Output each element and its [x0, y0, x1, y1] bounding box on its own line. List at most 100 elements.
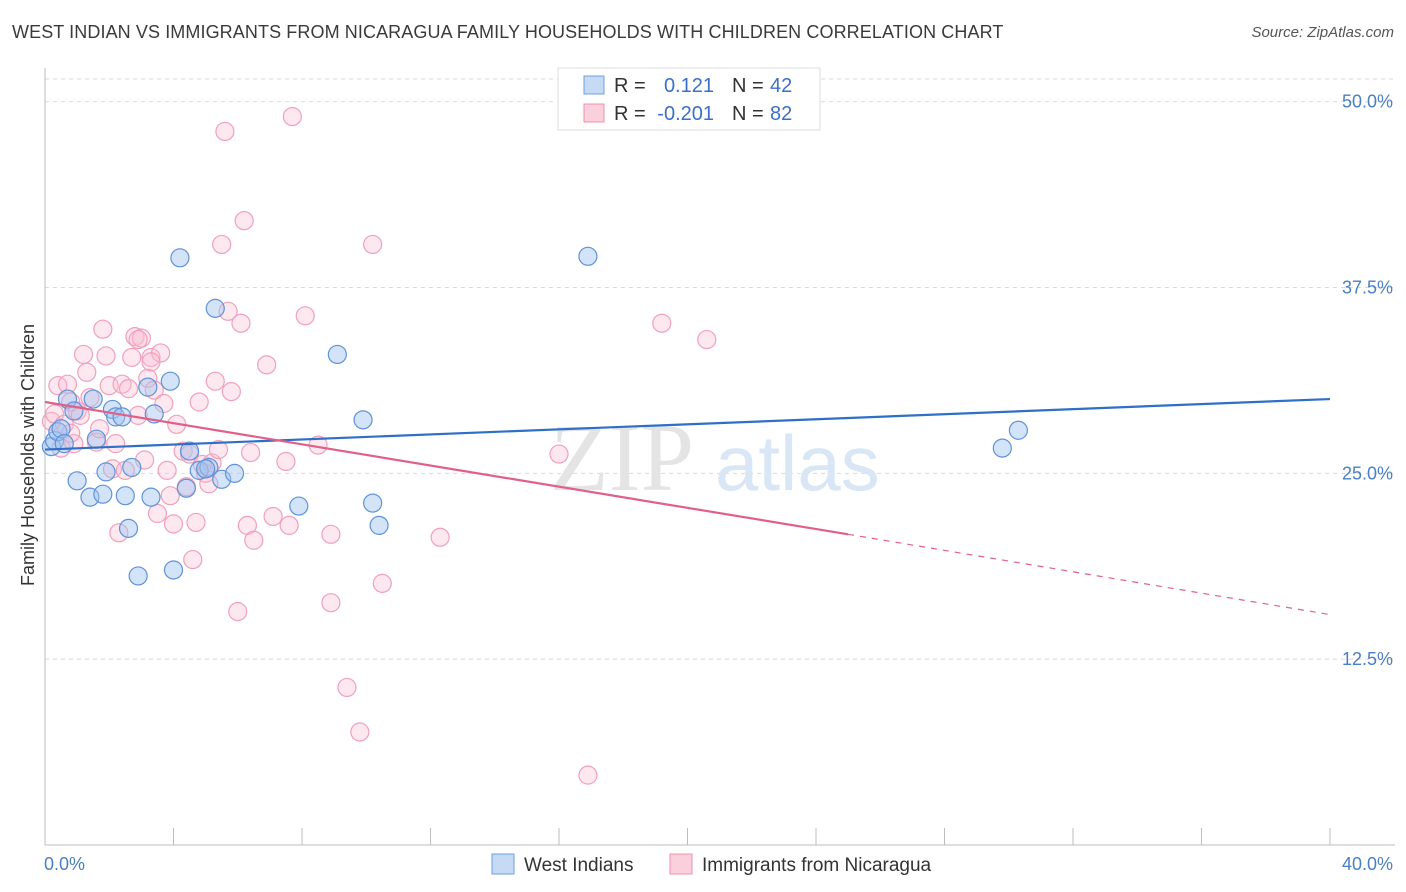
nicaragua-point: [93, 319, 113, 339]
west-indians-point: [196, 459, 216, 479]
nicaragua-point: [189, 392, 209, 412]
nicaragua-point: [131, 328, 151, 348]
west-indians-point: [83, 389, 103, 409]
axes: [44, 68, 1395, 846]
west-indians-point: [224, 463, 245, 483]
nicaragua-point: [430, 527, 450, 547]
nicaragua-point: [263, 506, 283, 527]
west-indians-point: [289, 496, 309, 516]
nicaragua-point: [215, 121, 235, 142]
y-tick-label: 50.0%: [1342, 92, 1393, 112]
west-indians-point: [353, 410, 373, 430]
trend-lines: [44, 397, 1331, 616]
west-indians-point: [122, 457, 142, 478]
west-indians-point: [48, 422, 68, 442]
bottom-legend-nicaragua: Immigrants from Nicaragua: [702, 855, 932, 876]
nicaragua-point: [147, 503, 168, 524]
west-indians-point: [179, 441, 200, 461]
legend-r-value-1: 0.121: [664, 75, 714, 97]
west-indians-point: [163, 560, 184, 580]
nicaragua-trend-extension: [848, 533, 1331, 616]
nicaragua-point: [157, 460, 177, 480]
nicaragua-point: [141, 352, 161, 372]
nicaragua-point: [549, 444, 569, 464]
nicaragua-point: [118, 379, 139, 399]
west-indians-point: [176, 478, 196, 498]
x-tick-label: 40.0%: [1342, 854, 1393, 874]
nicaragua-point: [228, 602, 248, 622]
nicaragua-point: [128, 329, 148, 350]
nicaragua-point: [80, 387, 100, 408]
nicaragua-point: [106, 434, 126, 454]
nicaragua-point: [241, 442, 261, 463]
x-tick-label: 0.0%: [44, 854, 85, 874]
nicaragua-point: [276, 451, 296, 472]
nicaragua-point: [205, 371, 225, 391]
nicaragua-point: [282, 106, 302, 127]
nicaragua-point: [96, 346, 116, 366]
nicaragua-point: [363, 234, 383, 255]
west-indians-point: [160, 371, 180, 391]
nicaragua-point: [141, 347, 161, 368]
watermark: ZIP atlas: [550, 404, 880, 511]
nicaragua-point: [244, 530, 264, 550]
west-indians-point: [199, 457, 219, 478]
west-indians-point: [170, 248, 190, 268]
nicaragua-point: [160, 486, 180, 506]
west-indians-point: [138, 377, 158, 397]
west-indians-point: [57, 389, 78, 409]
nicaragua-point: [77, 362, 97, 382]
bottom-legend-swatch-west-indians: [491, 853, 515, 875]
nicaragua-point: [199, 474, 219, 494]
nicaragua-point: [337, 677, 357, 698]
west-indians-point: [67, 471, 87, 491]
legend-swatch-west-indians: [583, 75, 605, 95]
legend-n-label-2: N =: [732, 103, 764, 125]
grid-lines: [45, 78, 1395, 660]
west-indians-trend-line: [44, 397, 1331, 451]
legend-n-value-2: 82: [770, 103, 792, 125]
nicaragua-point: [295, 306, 315, 326]
watermark-atlas: atlas: [715, 419, 880, 507]
nicaragua-point: [321, 524, 341, 544]
y-axis-label: Family Households with Children: [18, 324, 38, 586]
west-indians-point: [1008, 420, 1028, 440]
west-indians-point: [86, 429, 107, 449]
nicaragua-point: [578, 765, 598, 785]
nicaragua-point: [321, 593, 341, 613]
west-indians-point: [141, 487, 161, 507]
nicaragua-point: [257, 355, 277, 375]
west-indians-point: [51, 419, 71, 439]
nicaragua-point: [109, 523, 129, 543]
nicaragua-point: [90, 419, 110, 439]
top-legend: R = 0.121 N = 42 R = -0.201 N = 82: [557, 67, 821, 131]
y-tick-labels: 12.5% 25.0% 37.5% 50.0%: [1342, 92, 1393, 669]
west-indians-point: [96, 462, 116, 482]
nicaragua-point: [279, 515, 299, 535]
west-indians-point: [128, 566, 148, 586]
nicaragua-point: [234, 211, 254, 231]
bottom-legend-swatch-nicaragua: [669, 853, 693, 875]
west-indians-point: [115, 486, 135, 506]
nicaragua-point: [163, 514, 184, 534]
nicaragua-point: [652, 313, 672, 333]
nicaragua-point: [350, 722, 370, 742]
series-west-indians: [41, 246, 1028, 586]
nicaragua-point: [697, 329, 717, 350]
nicaragua-point: [183, 549, 203, 570]
west-indians-point: [118, 518, 139, 538]
series-nicaragua: [41, 106, 717, 785]
y-tick-label: 12.5%: [1342, 649, 1393, 669]
west-indians-point: [578, 246, 598, 266]
legend-n-label-1: N =: [732, 75, 764, 97]
nicaragua-point: [212, 234, 232, 255]
bottom-legend: West Indians Immigrants from Nicaragua: [491, 853, 932, 876]
nicaragua-trend-line: [44, 400, 849, 536]
x-tick-labels: 0.0% 40.0%: [44, 854, 1393, 874]
watermark-zip: ZIP: [550, 404, 694, 511]
west-indians-point: [93, 484, 113, 504]
nicaragua-point: [48, 376, 68, 396]
nicaragua-point: [231, 313, 251, 333]
nicaragua-point: [208, 439, 229, 460]
